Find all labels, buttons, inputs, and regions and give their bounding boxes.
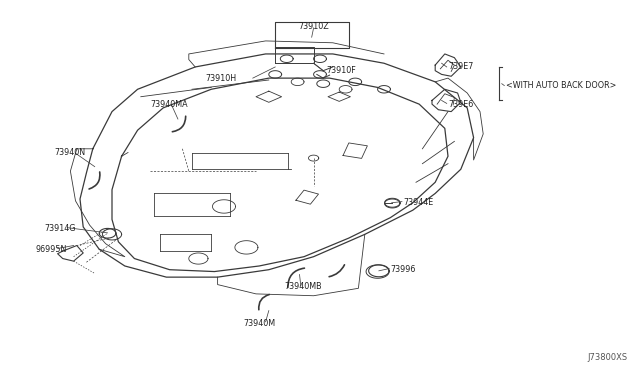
Text: 73910Z: 73910Z [298,22,329,31]
Text: 73996: 73996 [390,265,416,274]
Text: 73940MA: 73940MA [150,100,188,109]
Text: 73940MB: 73940MB [285,282,323,291]
Text: 96995N: 96995N [35,245,67,254]
Text: 73940N: 73940N [54,148,86,157]
Text: 73910H: 73910H [205,74,237,83]
Text: 73914G: 73914G [45,224,76,233]
Text: <WITH AUTO BACK DOOR>: <WITH AUTO BACK DOOR> [506,81,616,90]
Text: 739E6: 739E6 [448,100,473,109]
Text: 73944E: 73944E [403,198,433,207]
Text: 73910F: 73910F [326,66,356,75]
Text: 739E7: 739E7 [448,62,474,71]
Text: J73800XS: J73800XS [587,353,627,362]
Text: 73940M: 73940M [243,319,275,328]
